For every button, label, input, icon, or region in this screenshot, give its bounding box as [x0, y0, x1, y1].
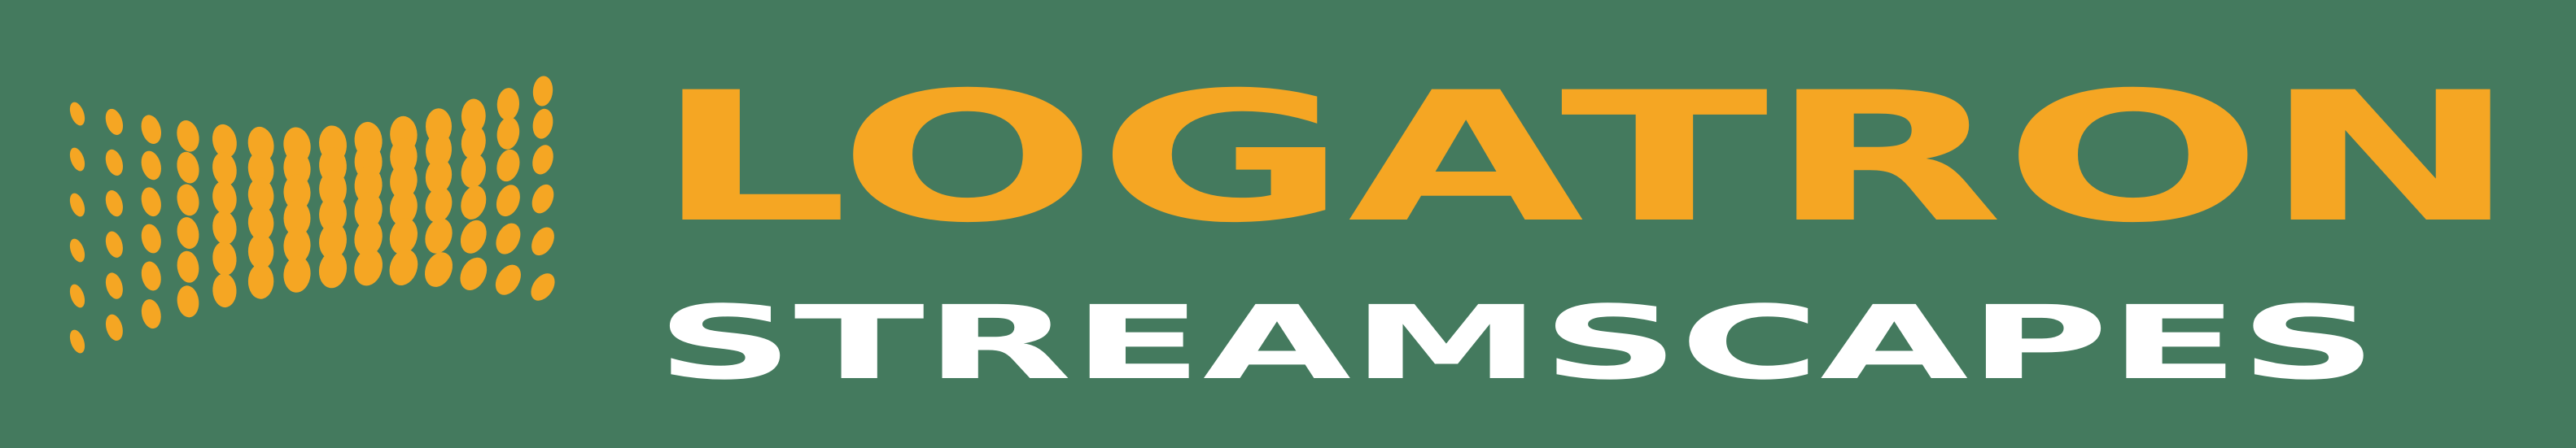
emblem-dot: [319, 222, 347, 260]
emblem-dot: [283, 174, 311, 211]
emblem-dot: [531, 273, 555, 301]
emblem-dot: [461, 154, 486, 189]
emblem-dot: [461, 185, 487, 220]
emblem-dot: [141, 261, 161, 291]
emblem-dot: [105, 231, 123, 258]
emblem-dot: [532, 108, 553, 139]
emblem-dot: [69, 238, 85, 263]
emblem-dot: [105, 149, 124, 176]
emblem-dot: [495, 264, 521, 295]
emblem-dot: [247, 126, 274, 163]
emblem-dot: [283, 255, 311, 293]
emblem-dot: [389, 218, 418, 254]
emblem-dot: [69, 102, 85, 126]
emblem-dot: [247, 177, 274, 214]
emblem-dot: [141, 150, 161, 181]
emblem-dot: [69, 147, 85, 172]
emblem-dot: [531, 227, 554, 256]
emblem-dot: [283, 227, 311, 264]
emblem-dot: [354, 248, 383, 286]
emblem-dot: [460, 220, 487, 254]
emblem-dot: [496, 88, 520, 121]
emblem-dot: [354, 219, 383, 257]
emblem-dot: [105, 108, 124, 135]
emblem-dot: [461, 124, 486, 159]
emblem-dot: [177, 151, 199, 184]
emblem-dot: [105, 272, 123, 299]
emblem-dot: [389, 189, 418, 226]
emblem-dot: [105, 314, 123, 341]
logo-tagline: STREAMSCAPES: [656, 285, 2377, 398]
emblem-dot: [496, 149, 520, 182]
emblem-dot: [496, 117, 520, 150]
emblem-dot: [461, 98, 486, 133]
emblem-dot: [319, 195, 347, 233]
emblem-dot: [69, 329, 85, 354]
emblem-dot: [177, 120, 199, 152]
wordmark: LOGATRON STREAMSCAPES: [651, 54, 2523, 402]
emblem-dot: [247, 263, 274, 299]
emblem-dot: [247, 233, 274, 269]
emblem-dot: [318, 250, 348, 289]
emblem-dot: [212, 124, 237, 159]
emblem-dot: [212, 273, 237, 308]
emblem-dot: [177, 217, 199, 250]
emblem-dot: [532, 76, 553, 107]
emblem-dot: [425, 158, 453, 194]
emblem-dot: [496, 185, 520, 217]
emblem-dot: [105, 189, 123, 217]
emblem-dot: [212, 241, 237, 276]
emblem-dot: [460, 257, 488, 291]
emblem-dot: [247, 151, 274, 187]
emblem-dot: [425, 132, 453, 168]
emblem-dot: [424, 252, 453, 287]
emblem-dot: [532, 145, 553, 175]
emblem-dot: [425, 218, 453, 254]
emblem-dot: [389, 249, 418, 285]
emblem-dot: [496, 223, 521, 254]
emblem-dot: [141, 115, 162, 144]
emblem-dot: [283, 199, 311, 237]
logo-name: LOGATRON: [654, 57, 2518, 262]
emblem-dot: [425, 187, 453, 223]
emblem-dot: [177, 250, 199, 283]
emblem-dot: [212, 181, 237, 215]
emblem-dot: [69, 193, 85, 217]
dotted-wave-flag-icon: [49, 57, 570, 398]
emblem-dot: [531, 184, 554, 214]
emblem-dot: [177, 285, 199, 318]
emblem-dot: [390, 162, 418, 200]
emblem-dot: [141, 299, 161, 329]
emblem-dot: [141, 187, 161, 217]
emblem-dot: [141, 224, 161, 254]
emblem-dot: [212, 211, 237, 245]
emblem-dot: [212, 152, 237, 186]
emblem-dot: [354, 192, 383, 229]
emblem-dot: [247, 205, 274, 241]
emblem-dot: [69, 284, 85, 308]
emblem-dot: [177, 184, 199, 216]
